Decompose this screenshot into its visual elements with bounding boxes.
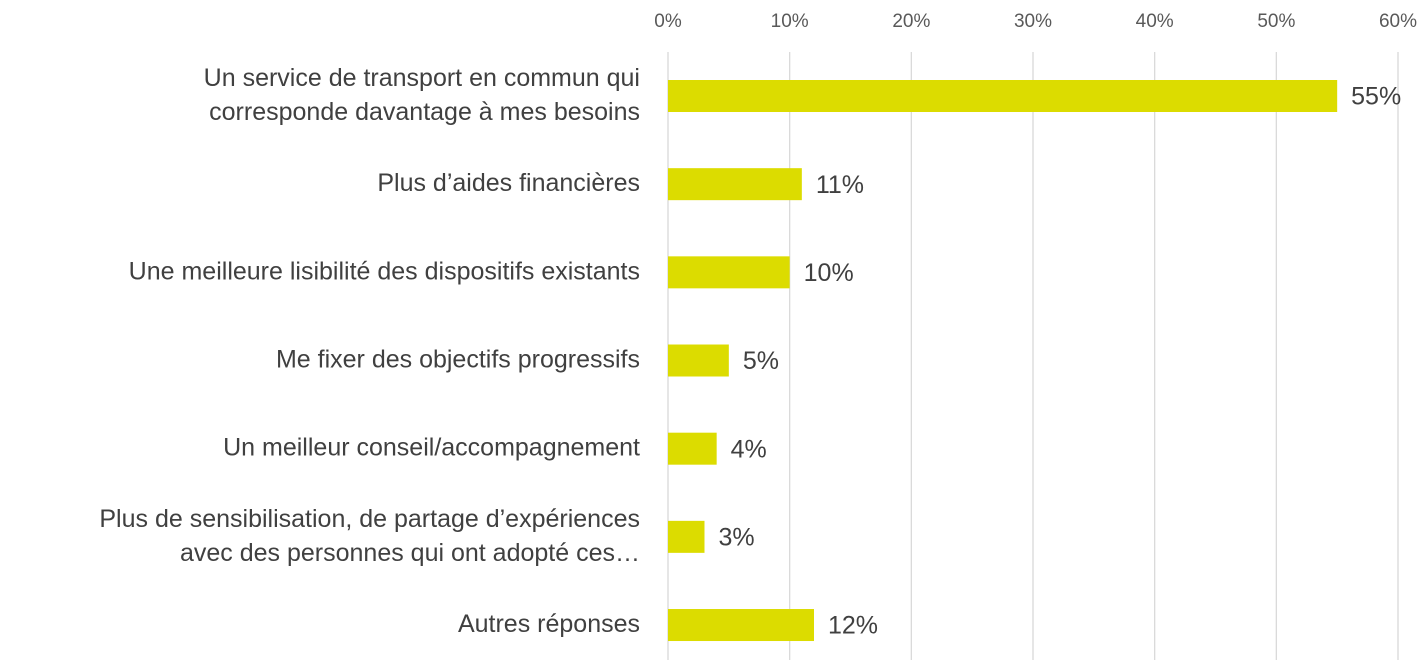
x-tick-label: 40% [1136, 11, 1174, 32]
label-line: Plus de sensibilisation, de partage d’ex… [99, 504, 640, 532]
bar [668, 609, 814, 642]
value-label: 12% [828, 612, 878, 640]
label-line: Un service de transport en commun qui [204, 64, 640, 92]
x-tick-label: 30% [1014, 11, 1052, 32]
y-tick-label: Plus de sensibilisation, de partage d’ex… [99, 504, 640, 566]
label-line: Un meilleur conseil/accompagnement [223, 433, 640, 461]
bar [668, 344, 729, 377]
x-tick-label: 20% [892, 11, 930, 32]
label-line: corresponde davantage à mes besoins [209, 98, 640, 126]
x-tick-label: 10% [771, 11, 809, 32]
bar [668, 168, 802, 201]
y-tick-label: Une meilleure lisibilité des dispositifs… [129, 257, 640, 285]
value-label: 11% [816, 171, 864, 199]
x-tick-label: 60% [1379, 11, 1417, 32]
y-tick-label: Un service de transport en commun qui cor… [204, 64, 640, 126]
x-tick-label: 0% [654, 11, 682, 32]
y-tick-label: Autres réponses [458, 610, 640, 638]
label-line: avec des personnes qui ont adopté ces… [180, 538, 640, 566]
bar [668, 80, 1338, 112]
y-tick-label: Me fixer des objectifs progressifs [276, 345, 640, 373]
y-tick-label: Un meilleur conseil/accompagnement [223, 433, 640, 461]
label-line: Autres réponses [458, 610, 640, 638]
value-label: 3% [719, 523, 755, 551]
bar [668, 520, 705, 553]
label-line: Une meilleure lisibilité des dispositifs… [129, 257, 640, 285]
value-label: 4% [731, 435, 767, 463]
bar [668, 432, 717, 465]
value-label: 5% [743, 347, 779, 375]
bar [668, 256, 790, 289]
label-line: Plus d’aides financières [377, 169, 640, 197]
label-line: Me fixer des objectifs progressifs [276, 345, 640, 373]
value-label: 10% [804, 259, 854, 287]
value-label: 55% [1351, 83, 1401, 111]
x-tick-label: 50% [1257, 11, 1295, 32]
y-tick-label: Plus d’aides financières [377, 169, 640, 197]
